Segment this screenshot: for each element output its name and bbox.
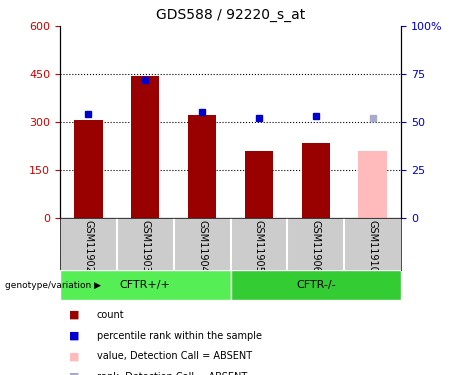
Text: genotype/variation ▶: genotype/variation ▶ [5, 280, 100, 290]
Text: GSM11904: GSM11904 [197, 220, 207, 273]
Text: ■: ■ [69, 310, 80, 320]
Bar [230, 270, 401, 300]
Text: GSM11903: GSM11903 [140, 220, 150, 273]
Text: ■: ■ [69, 331, 80, 340]
Text: GSM11902: GSM11902 [83, 220, 94, 273]
Text: value, Detection Call = ABSENT: value, Detection Call = ABSENT [97, 351, 252, 361]
Bar [301, 142, 330, 218]
Text: ■: ■ [69, 351, 80, 361]
Text: GSM11905: GSM11905 [254, 220, 264, 273]
Bar [74, 120, 102, 218]
Text: CFTR-/-: CFTR-/- [296, 280, 336, 290]
Bar [358, 150, 387, 217]
Text: ■: ■ [69, 372, 80, 375]
Text: GSM11910: GSM11910 [367, 220, 378, 273]
Text: CFTR+/+: CFTR+/+ [120, 280, 171, 290]
Text: count: count [97, 310, 124, 320]
Text: rank, Detection Call = ABSENT: rank, Detection Call = ABSENT [97, 372, 247, 375]
Bar [131, 76, 160, 217]
Text: percentile rank within the sample: percentile rank within the sample [97, 331, 262, 340]
Bar [188, 116, 216, 218]
Title: GDS588 / 92220_s_at: GDS588 / 92220_s_at [156, 9, 305, 22]
Text: GSM11906: GSM11906 [311, 220, 321, 273]
Bar [60, 270, 230, 300]
Bar [245, 150, 273, 217]
